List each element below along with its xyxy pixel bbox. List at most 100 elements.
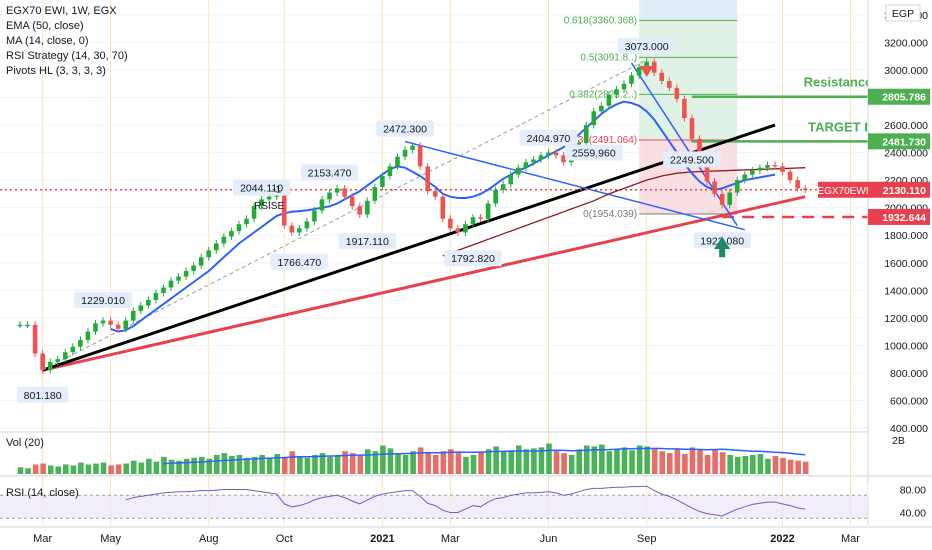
time-axis-label: Mar — [441, 533, 460, 545]
volume-bar — [689, 447, 696, 474]
candle — [591, 107, 597, 129]
candle-body — [651, 61, 657, 73]
buy-arrow-icon — [714, 236, 731, 258]
legend-pivots: Pivots HL (3, 3, 3, 3) — [6, 65, 106, 77]
candle — [470, 213, 476, 228]
volume-bar — [629, 450, 635, 474]
volume-bar — [349, 453, 356, 474]
volume-bar — [274, 454, 280, 474]
candle-body — [516, 167, 521, 175]
volume-bar — [380, 445, 386, 474]
volume-bar — [146, 458, 152, 474]
candle-body — [795, 180, 800, 189]
fib-zone-top — [639, 0, 738, 21]
candle — [546, 149, 551, 159]
volume-bar — [448, 449, 454, 474]
price-axis-tick: 1200.000 — [884, 313, 928, 325]
main-trendline — [42, 123, 776, 372]
volume-bar — [63, 464, 69, 474]
candle — [236, 220, 242, 235]
candle — [410, 142, 415, 154]
candle — [130, 307, 136, 325]
volume-bar — [583, 445, 590, 474]
candle — [516, 164, 521, 179]
candle-body — [251, 206, 257, 219]
candle-body — [765, 164, 770, 168]
candle-body — [523, 162, 529, 168]
candle-body — [281, 193, 287, 226]
pivot-label: 1917.110 — [338, 233, 397, 250]
volume-bar — [289, 451, 296, 474]
volume-bar — [402, 455, 409, 474]
pivot-label: 2404.970 — [519, 129, 578, 146]
candle — [357, 202, 363, 218]
pivot-label-text: 2249.500 — [670, 154, 714, 166]
volume-bar — [365, 449, 371, 474]
candle-body — [508, 174, 514, 185]
currency-box — [885, 4, 921, 22]
pivot-label-text: 3073.000 — [625, 41, 669, 53]
candle — [734, 176, 740, 196]
time-axis-label: Mar — [33, 533, 52, 545]
candle — [523, 158, 529, 172]
candle — [478, 213, 483, 223]
time-axis-label: Jun — [540, 533, 558, 545]
candle — [281, 190, 287, 230]
candle — [365, 197, 370, 218]
candle — [380, 172, 385, 191]
candle — [115, 321, 121, 333]
candle-body — [606, 94, 612, 106]
price-axis-tick: 2600.000 — [884, 120, 928, 132]
symbol-tag-text: EGX70EWI — [817, 186, 868, 197]
volume-bar — [259, 455, 265, 474]
candle — [395, 153, 400, 170]
candle — [538, 151, 544, 163]
channel-line-a — [404, 140, 745, 231]
volume-bar — [636, 445, 643, 474]
volume-bar — [704, 455, 711, 474]
time-axis-label: Aug — [199, 533, 219, 545]
candle — [198, 253, 204, 269]
candle-body — [55, 359, 61, 362]
candle — [508, 171, 514, 188]
candle-body — [198, 257, 204, 266]
rsise-annotation: RSISE — [254, 201, 284, 212]
pivot-label: 1766.470 — [270, 253, 329, 270]
volume-bar — [727, 455, 733, 474]
volume-bar — [130, 460, 137, 474]
volume-bar — [750, 455, 756, 474]
volume-bar — [168, 459, 175, 474]
candle — [787, 168, 793, 184]
price-level-tag-bg — [868, 88, 930, 105]
candle — [191, 262, 196, 275]
volume-bar — [100, 462, 107, 474]
legend-ema: EMA (50, close) — [6, 20, 84, 32]
candle — [553, 149, 559, 159]
time-axis-label: 2022 — [770, 533, 794, 545]
candle-body — [531, 159, 536, 163]
candle-body — [667, 80, 672, 88]
candle — [750, 167, 755, 179]
volume-bar — [25, 468, 31, 474]
volume-bar — [40, 463, 46, 474]
candle — [802, 184, 808, 194]
candle — [448, 215, 453, 232]
volume-bar — [297, 455, 303, 474]
volume-bar — [236, 455, 243, 474]
candle-body — [448, 218, 453, 229]
volume-bar — [719, 452, 726, 474]
candle — [621, 80, 627, 93]
candle — [47, 358, 53, 374]
candle-body — [629, 75, 634, 84]
volume-bar — [644, 446, 650, 474]
candle — [342, 184, 347, 201]
candle-body — [319, 199, 325, 211]
last-price-tag-text: 2130.110 — [883, 185, 926, 197]
fib-level-label: 0.382(2823.2..) — [569, 89, 637, 100]
candle — [146, 296, 151, 309]
candle — [214, 240, 219, 254]
candle-body — [342, 188, 347, 197]
candle — [259, 195, 264, 210]
volume-bar — [417, 447, 424, 474]
